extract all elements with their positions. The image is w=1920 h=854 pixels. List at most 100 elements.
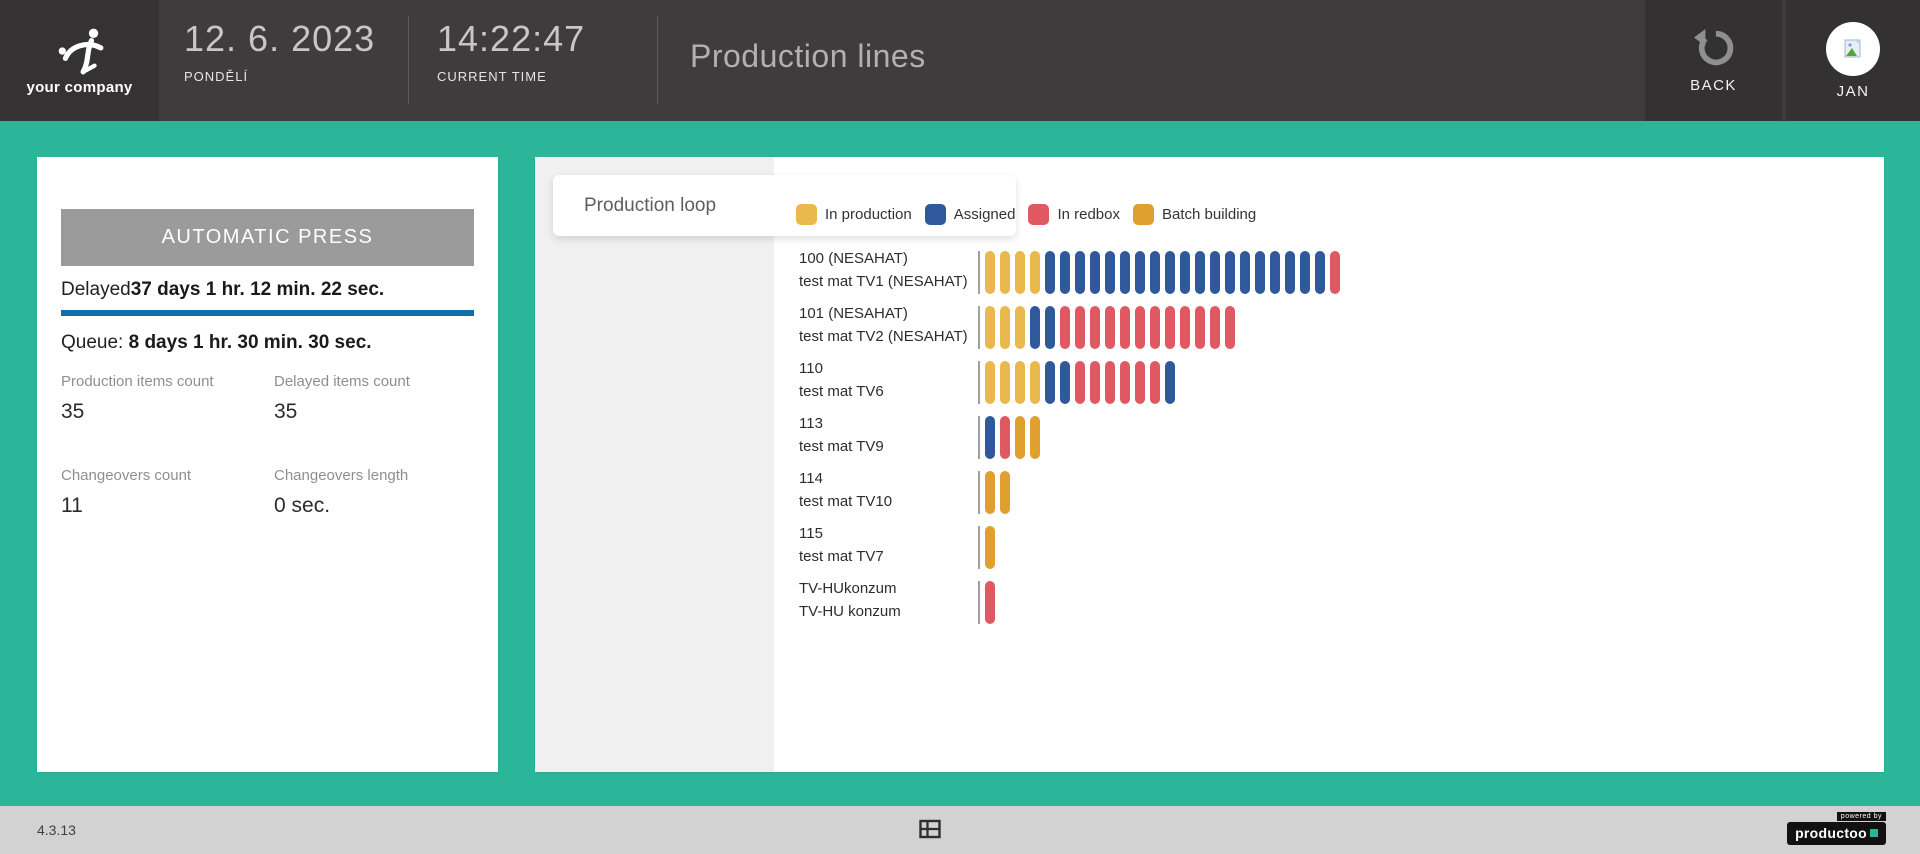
- item-material: test mat TV6: [799, 383, 884, 400]
- row-start-divider: [978, 361, 980, 404]
- production-item-pill-assigned[interactable]: [1270, 251, 1280, 294]
- production-item-pill-in_production[interactable]: [985, 251, 995, 294]
- production-item-pill-assigned[interactable]: [1210, 251, 1220, 294]
- production-item-pill-assigned[interactable]: [1090, 251, 1100, 294]
- production-item-pill-assigned[interactable]: [1060, 361, 1070, 404]
- production-item-pill-assigned[interactable]: [1075, 251, 1085, 294]
- production-item-pill-in_redbox[interactable]: [1105, 361, 1115, 404]
- production-item-pill-assigned[interactable]: [1165, 251, 1175, 294]
- loop-row-label: 101 (NESAHAT) test mat TV2 (NESAHAT): [799, 303, 968, 348]
- item-code: 100 (NESAHAT): [799, 250, 908, 267]
- loop-row-bars: [978, 471, 1015, 514]
- production-item-pill-in_redbox[interactable]: [1135, 306, 1145, 349]
- production-item-pill-assigned[interactable]: [1195, 251, 1205, 294]
- production-item-pill-batch_building[interactable]: [1030, 416, 1040, 459]
- production-item-pill-in_redbox[interactable]: [1135, 361, 1145, 404]
- stat-value: 35: [61, 400, 85, 423]
- production-item-pill-in_redbox[interactable]: [1210, 306, 1220, 349]
- loop-row: 113 test mat TV9: [535, 413, 1884, 468]
- production-item-pill-assigned[interactable]: [1165, 361, 1175, 404]
- item-code: TV-HUkonzum: [799, 580, 897, 597]
- legend-item-in_redbox: In redbox: [1028, 204, 1120, 225]
- loop-row-bars: [978, 581, 1000, 624]
- production-item-pill-in_production[interactable]: [1015, 251, 1025, 294]
- production-item-pill-assigned[interactable]: [1030, 306, 1040, 349]
- loop-sidebar: [535, 157, 774, 772]
- production-item-pill-in_production[interactable]: [1030, 361, 1040, 404]
- powered-by-brand: powered by productoo: [1787, 812, 1886, 845]
- weekday-label: PONDĚLÍ: [184, 69, 249, 84]
- header-divider: [408, 16, 409, 104]
- production-item-pill-in_production[interactable]: [985, 306, 995, 349]
- row-start-divider: [978, 526, 980, 569]
- production-item-pill-assigned[interactable]: [985, 416, 995, 459]
- production-item-pill-assigned[interactable]: [1180, 251, 1190, 294]
- production-item-pill-assigned[interactable]: [1300, 251, 1310, 294]
- app-version: 4.3.13: [37, 822, 76, 838]
- loop-row: 100 (NESAHAT) test mat TV1 (NESAHAT): [535, 248, 1884, 303]
- user-name-label: JAN: [1836, 82, 1870, 100]
- production-item-pill-assigned[interactable]: [1315, 251, 1325, 294]
- legend-swatch-icon: [1133, 204, 1154, 225]
- production-item-pill-assigned[interactable]: [1285, 251, 1295, 294]
- production-item-pill-in_redbox[interactable]: [1120, 361, 1130, 404]
- production-item-pill-in_production[interactable]: [1015, 306, 1025, 349]
- production-item-pill-batch_building[interactable]: [985, 471, 995, 514]
- production-item-pill-in_redbox[interactable]: [985, 581, 995, 624]
- production-item-pill-in_redbox[interactable]: [1060, 306, 1070, 349]
- production-item-pill-in_redbox[interactable]: [1150, 361, 1160, 404]
- production-item-pill-assigned[interactable]: [1240, 251, 1250, 294]
- production-item-pill-in_production[interactable]: [1000, 251, 1010, 294]
- production-item-pill-assigned[interactable]: [1045, 251, 1055, 294]
- brand-square-icon: [1870, 829, 1878, 837]
- production-item-pill-in_redbox[interactable]: [1180, 306, 1190, 349]
- production-item-pill-batch_building[interactable]: [1015, 416, 1025, 459]
- loop-row: 101 (NESAHAT) test mat TV2 (NESAHAT): [535, 303, 1884, 358]
- stat-value: 11: [61, 494, 83, 517]
- production-item-pill-assigned[interactable]: [1045, 306, 1055, 349]
- production-item-pill-in_redbox[interactable]: [1105, 306, 1115, 349]
- production-item-pill-assigned[interactable]: [1105, 251, 1115, 294]
- production-item-pill-in_redbox[interactable]: [1000, 416, 1010, 459]
- production-item-pill-in_production[interactable]: [1015, 361, 1025, 404]
- production-item-pill-in_redbox[interactable]: [1150, 306, 1160, 349]
- production-item-pill-in_redbox[interactable]: [1165, 306, 1175, 349]
- production-item-pill-in_redbox[interactable]: [1195, 306, 1205, 349]
- stat-label: Changeovers count: [61, 467, 192, 484]
- loop-row-label: 100 (NESAHAT) test mat TV1 (NESAHAT): [799, 248, 968, 293]
- production-item-pill-assigned[interactable]: [1150, 251, 1160, 294]
- app-footer: 4.3.13 powered by productoo: [0, 806, 1920, 854]
- production-item-pill-batch_building[interactable]: [1000, 471, 1010, 514]
- app-header: your company 12. 6. 2023 PONDĚLÍ 14:22:4…: [0, 0, 1920, 121]
- production-item-pill-in_production[interactable]: [985, 361, 995, 404]
- production-item-pill-in_production[interactable]: [1000, 306, 1010, 349]
- legend-label: Assigned: [953, 206, 1016, 223]
- production-item-pill-in_redbox[interactable]: [1075, 361, 1085, 404]
- row-start-divider: [978, 471, 980, 514]
- production-item-pill-batch_building[interactable]: [985, 526, 995, 569]
- production-item-pill-in_redbox[interactable]: [1075, 306, 1085, 349]
- production-item-pill-assigned[interactable]: [1225, 251, 1235, 294]
- production-item-pill-in_redbox[interactable]: [1090, 306, 1100, 349]
- company-logo-block: your company: [0, 0, 159, 121]
- production-item-pill-assigned[interactable]: [1060, 251, 1070, 294]
- legend-swatch-icon: [796, 204, 817, 225]
- production-item-pill-in_production[interactable]: [1000, 361, 1010, 404]
- grid-menu-button[interactable]: [918, 819, 942, 841]
- production-item-pill-in_redbox[interactable]: [1330, 251, 1340, 294]
- loop-row-bars: [978, 251, 1345, 294]
- back-button[interactable]: BACK: [1645, 0, 1782, 121]
- delayed-progress-bar: [61, 310, 474, 316]
- production-item-pill-in_redbox[interactable]: [1120, 306, 1130, 349]
- user-avatar-button[interactable]: JAN: [1786, 0, 1920, 121]
- production-item-pill-assigned[interactable]: [1255, 251, 1265, 294]
- production-item-pill-in_redbox[interactable]: [1225, 306, 1235, 349]
- production-item-pill-in_production[interactable]: [1030, 251, 1040, 294]
- production-item-pill-assigned[interactable]: [1135, 251, 1145, 294]
- machine-button[interactable]: AUTOMATIC PRESS: [61, 209, 474, 266]
- item-material: test mat TV2 (NESAHAT): [799, 328, 968, 345]
- current-time: 14:22:47: [437, 18, 586, 59]
- production-item-pill-in_redbox[interactable]: [1090, 361, 1100, 404]
- production-item-pill-assigned[interactable]: [1045, 361, 1055, 404]
- production-item-pill-assigned[interactable]: [1120, 251, 1130, 294]
